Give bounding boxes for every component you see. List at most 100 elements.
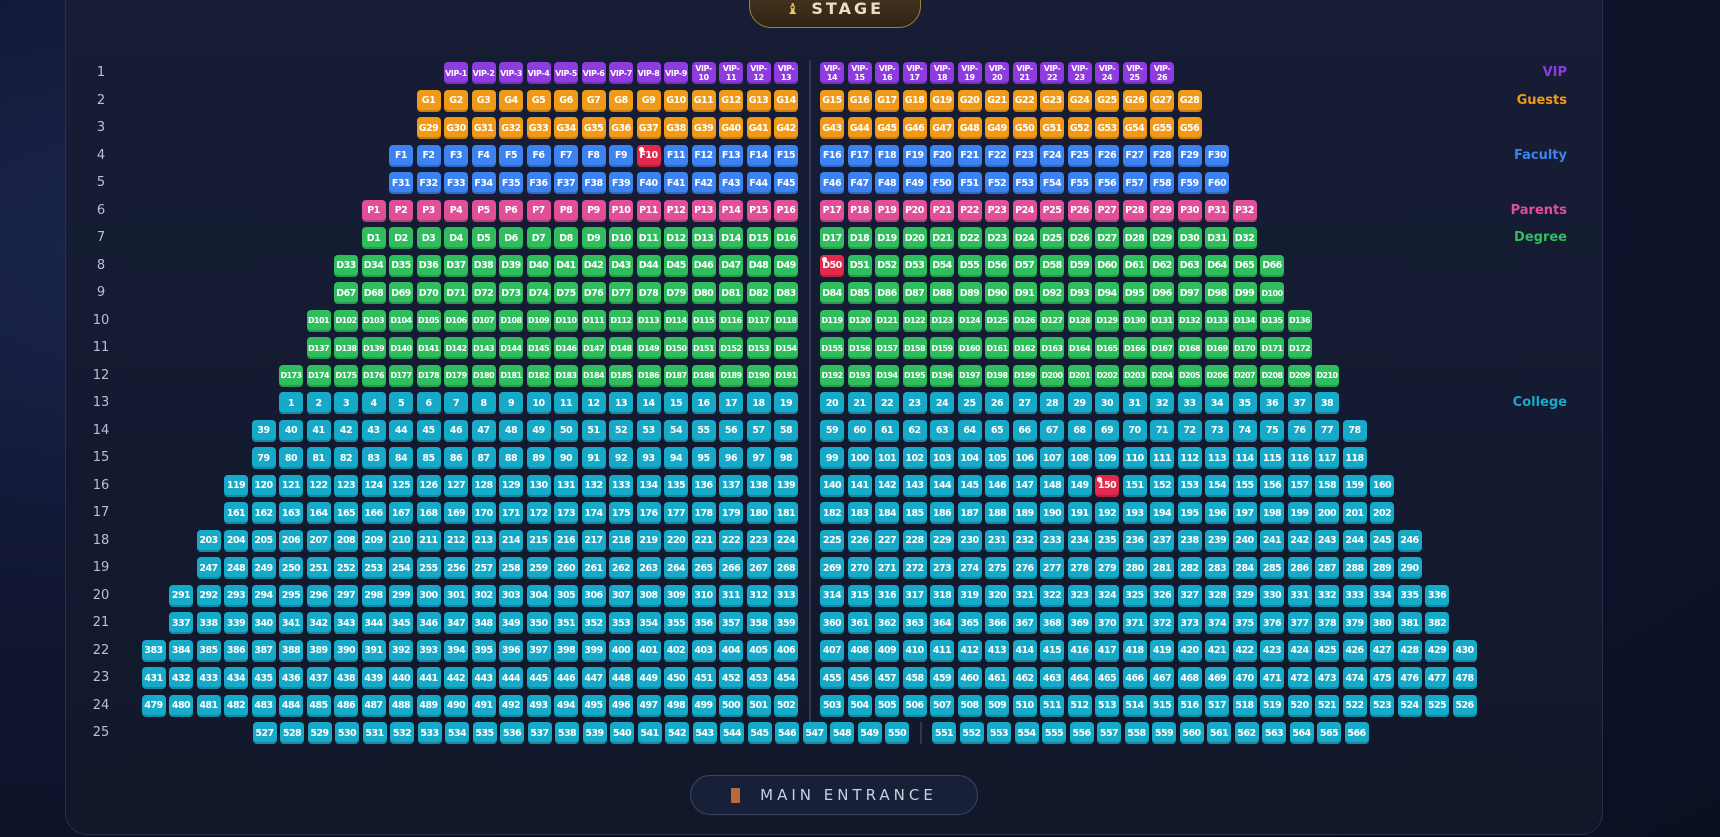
seat-171[interactable]: 171 <box>499 502 523 524</box>
seat-50[interactable]: 50 <box>554 419 578 442</box>
seat-d207[interactable]: D207 <box>1232 364 1257 387</box>
seat-304[interactable]: 304 <box>526 584 551 607</box>
seat-d195[interactable]: D195 <box>902 364 927 387</box>
seat-d73[interactable]: D73 <box>499 282 523 304</box>
seat-541[interactable]: 541 <box>637 722 662 744</box>
seat-f5[interactable]: F5 <box>499 144 523 167</box>
seat-290[interactable]: 290 <box>1397 557 1422 579</box>
seat-75[interactable]: 75 <box>1260 419 1284 442</box>
seat-d189[interactable]: D189 <box>719 364 743 387</box>
seat-d58[interactable]: D58 <box>1040 254 1064 277</box>
seat-g53[interactable]: G53 <box>1095 117 1119 139</box>
seat-504[interactable]: 504 <box>847 694 872 717</box>
seat-d74[interactable]: D74 <box>526 282 551 304</box>
seat-522[interactable]: 522 <box>1342 694 1367 717</box>
seat-370[interactable]: 370 <box>1095 612 1119 634</box>
seat-331[interactable]: 331 <box>1287 584 1312 607</box>
seat-473[interactable]: 473 <box>1315 667 1339 689</box>
seat-d188[interactable]: D188 <box>691 364 716 387</box>
seat-36[interactable]: 36 <box>1260 392 1284 414</box>
seat-471[interactable]: 471 <box>1260 667 1284 689</box>
seat-126[interactable]: 126 <box>416 474 441 497</box>
seat-d208[interactable]: D208 <box>1260 364 1284 387</box>
seat-293[interactable]: 293 <box>224 584 248 607</box>
seat-179[interactable]: 179 <box>719 502 743 524</box>
seat-120[interactable]: 120 <box>251 474 276 497</box>
seat-472[interactable]: 472 <box>1287 667 1312 689</box>
seat-484[interactable]: 484 <box>279 694 303 717</box>
seat-241[interactable]: 241 <box>1260 529 1284 552</box>
seat-90[interactable]: 90 <box>554 447 578 469</box>
seat-12[interactable]: 12 <box>581 392 606 414</box>
seat-535[interactable]: 535 <box>472 722 497 744</box>
seat-d63[interactable]: D63 <box>1177 254 1202 277</box>
seat-d124[interactable]: D124 <box>957 309 982 332</box>
seat-d171[interactable]: D171 <box>1260 337 1284 359</box>
seat-40[interactable]: 40 <box>279 419 303 442</box>
seat-231[interactable]: 231 <box>985 529 1009 552</box>
seat-p30[interactable]: P30 <box>1177 199 1202 222</box>
seat-326[interactable]: 326 <box>1150 584 1174 607</box>
seat-80[interactable]: 80 <box>279 447 303 469</box>
seat-28[interactable]: 28 <box>1040 392 1064 414</box>
seat-g7[interactable]: G7 <box>581 89 606 112</box>
seat-vip-12[interactable]: VIP- 12 <box>746 62 771 84</box>
seat-f23[interactable]: F23 <box>1012 144 1037 167</box>
seat-356[interactable]: 356 <box>691 612 716 634</box>
seat-19[interactable]: 19 <box>774 392 798 414</box>
seat-124[interactable]: 124 <box>361 474 386 497</box>
seat-278[interactable]: 278 <box>1067 557 1092 579</box>
seat-32[interactable]: 32 <box>1150 392 1174 414</box>
seat-g12[interactable]: G12 <box>719 89 743 112</box>
seat-208[interactable]: 208 <box>334 529 358 552</box>
seat-f53[interactable]: F53 <box>1012 172 1037 194</box>
seat-363[interactable]: 363 <box>902 612 927 634</box>
seat-251[interactable]: 251 <box>306 557 331 579</box>
seat-511[interactable]: 511 <box>1040 694 1064 717</box>
seat-112[interactable]: 112 <box>1177 447 1202 469</box>
seat-167[interactable]: 167 <box>389 502 413 524</box>
seat-d66[interactable]: D66 <box>1260 254 1284 277</box>
seat-25[interactable]: 25 <box>957 392 982 414</box>
seat-166[interactable]: 166 <box>361 502 386 524</box>
seat-d6[interactable]: D6 <box>499 227 523 249</box>
seat-275[interactable]: 275 <box>985 557 1009 579</box>
seat-d88[interactable]: D88 <box>930 282 954 304</box>
seat-548[interactable]: 548 <box>830 722 854 744</box>
seat-165[interactable]: 165 <box>334 502 358 524</box>
seat-446[interactable]: 446 <box>554 667 578 689</box>
seat-122[interactable]: 122 <box>306 474 331 497</box>
seat-420[interactable]: 420 <box>1177 639 1202 662</box>
seat-39[interactable]: 39 <box>251 419 276 442</box>
seat-282[interactable]: 282 <box>1177 557 1202 579</box>
seat-51[interactable]: 51 <box>581 419 606 442</box>
seat-203[interactable]: 203 <box>196 529 221 552</box>
seat-252[interactable]: 252 <box>334 557 358 579</box>
seat-242[interactable]: 242 <box>1287 529 1312 552</box>
seat-430[interactable]: 430 <box>1452 639 1477 662</box>
seat-vip-20[interactable]: VIP- 20 <box>985 62 1009 84</box>
seat-186[interactable]: 186 <box>930 502 954 524</box>
seat-390[interactable]: 390 <box>334 639 358 662</box>
seat-f57[interactable]: F57 <box>1122 172 1147 194</box>
seat-vip-25[interactable]: VIP- 25 <box>1122 62 1147 84</box>
seat-d210[interactable]: D210 <box>1315 364 1339 387</box>
seat-325[interactable]: 325 <box>1122 584 1147 607</box>
seat-447[interactable]: 447 <box>581 667 606 689</box>
seat-428[interactable]: 428 <box>1397 639 1422 662</box>
seat-d176[interactable]: D176 <box>361 364 386 387</box>
seat-p24[interactable]: P24 <box>1012 199 1037 222</box>
seat-358[interactable]: 358 <box>746 612 771 634</box>
seat-318[interactable]: 318 <box>930 584 954 607</box>
seat-77[interactable]: 77 <box>1315 419 1339 442</box>
seat-79[interactable]: 79 <box>251 447 276 469</box>
seat-565[interactable]: 565 <box>1317 722 1341 744</box>
seat-182[interactable]: 182 <box>820 502 844 524</box>
seat-d9[interactable]: D9 <box>581 227 606 249</box>
seat-162[interactable]: 162 <box>251 502 276 524</box>
seat-108[interactable]: 108 <box>1067 447 1092 469</box>
seat-d121[interactable]: D121 <box>875 309 899 332</box>
seat-555[interactable]: 555 <box>1042 722 1066 744</box>
seat-198[interactable]: 198 <box>1260 502 1284 524</box>
seat-438[interactable]: 438 <box>334 667 358 689</box>
